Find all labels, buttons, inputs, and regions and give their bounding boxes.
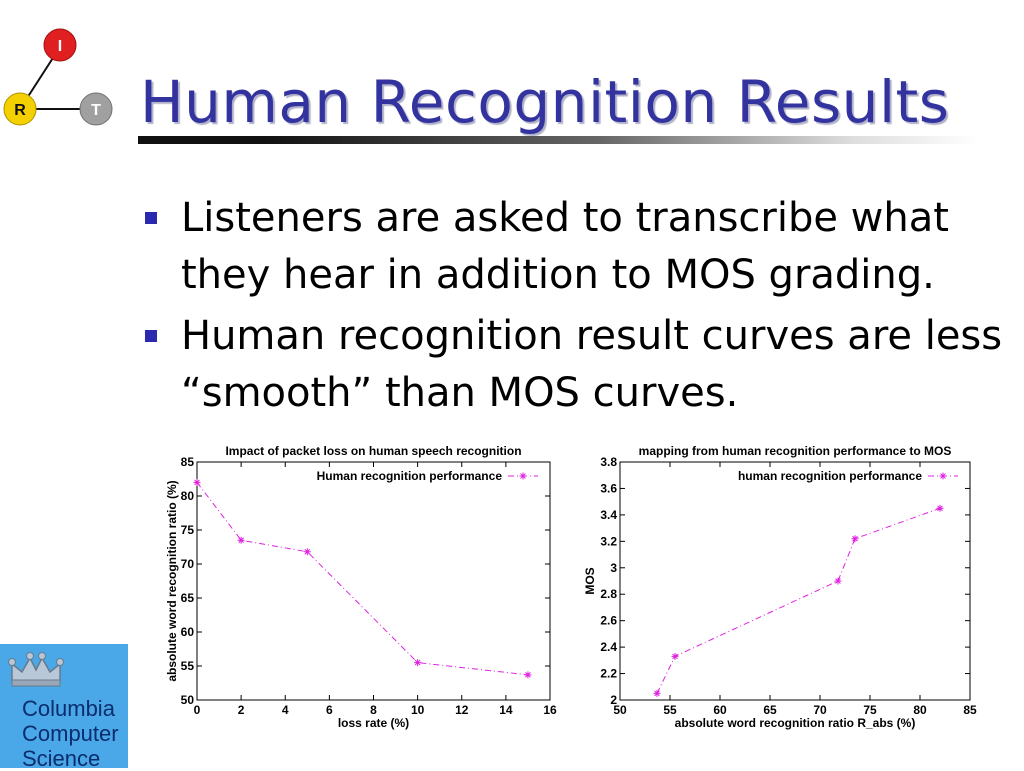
- x-tick-label: 12: [455, 703, 469, 717]
- columbia-line: Science: [22, 746, 101, 771]
- y-tick-label: 2.6: [600, 614, 617, 628]
- mos-mapping-chart: mapping from human recognition performan…: [583, 444, 977, 730]
- y-tick-label: 2.4: [600, 640, 617, 654]
- data-point: [936, 504, 944, 512]
- y-tick-label: 3.4: [600, 508, 617, 522]
- data-point: [653, 689, 661, 697]
- y-tick-label: 70: [181, 557, 195, 571]
- bullet-text: Human recognition result curves are less…: [181, 313, 1003, 416]
- x-tick-label: 55: [663, 703, 677, 717]
- x-tick-label: 16: [543, 703, 557, 717]
- bullet-list: Listeners are asked to transcribe what t…: [145, 190, 1005, 426]
- logo-node-t: [79, 92, 113, 126]
- data-point: [414, 659, 422, 667]
- y-tick-label: 3.2: [600, 534, 617, 548]
- y-tick-label: 3.6: [600, 481, 617, 495]
- x-tick-label: 0: [194, 703, 201, 717]
- series-line: [196, 482, 528, 676]
- y-tick-label: 2: [610, 693, 617, 707]
- bullet-item: Listeners are asked to transcribe what t…: [145, 190, 1005, 304]
- bullet-square-icon: [145, 212, 157, 224]
- plot-frame: [619, 461, 971, 701]
- bullet-square-icon: [145, 330, 157, 342]
- y-tick-label: 65: [181, 591, 195, 605]
- x-axis-label: absolute word recognition ratio R_abs (%…: [675, 716, 916, 730]
- data-point: [851, 535, 859, 543]
- chart-title: Impact of packet loss on human speech re…: [225, 444, 521, 458]
- y-tick-label: 60: [181, 625, 195, 639]
- x-tick-label: 85: [963, 703, 977, 717]
- x-tick-label: 65: [763, 703, 777, 717]
- legend-label: human recognition performance: [738, 469, 922, 483]
- x-tick-label: 70: [813, 703, 827, 717]
- x-tick-label: 80: [913, 703, 927, 717]
- x-tick-label: 2: [238, 703, 245, 717]
- y-tick-label: 2.2: [600, 667, 617, 681]
- data-point: [939, 472, 947, 480]
- title-underline: [138, 136, 978, 144]
- irt-logo: I R T: [3, 28, 113, 126]
- columbia-line: Computer: [22, 721, 119, 746]
- plot-frame: [196, 461, 551, 701]
- y-tick-label: 2.8: [600, 587, 617, 601]
- legend-label: Human recognition performance: [317, 469, 503, 483]
- x-tick-label: 6: [326, 703, 333, 717]
- data-point: [834, 577, 842, 585]
- data-point: [671, 652, 679, 660]
- y-tick-label: 75: [181, 523, 195, 537]
- x-tick-label: 4: [282, 703, 289, 717]
- bullet-item: Human recognition result curves are less…: [145, 308, 1005, 422]
- x-tick-label: 14: [499, 703, 513, 717]
- y-tick-label: 80: [181, 489, 195, 503]
- logo-node-t-label: T: [91, 102, 101, 119]
- logo-node-i-label: I: [58, 38, 62, 55]
- x-tick-label: 75: [863, 703, 877, 717]
- x-tick-label: 50: [613, 703, 627, 717]
- chart-title: mapping from human recognition performan…: [639, 444, 952, 458]
- logo-node-i: [43, 28, 77, 62]
- y-tick-label: 3: [610, 561, 617, 575]
- data-point: [237, 536, 245, 544]
- y-tick-label: 55: [181, 659, 195, 673]
- columbia-logo: Columbia Computer Science: [0, 644, 128, 771]
- x-axis-label: loss rate (%): [338, 716, 409, 730]
- x-tick-label: 10: [411, 703, 425, 717]
- columbia-line: Columbia: [22, 696, 115, 721]
- data-point: [193, 478, 201, 486]
- crown-icon: [8, 652, 64, 687]
- data-point: [519, 472, 527, 480]
- slide-title: Human Recognition Results: [140, 68, 950, 136]
- y-tick-label: 85: [181, 455, 195, 469]
- series-line: [656, 507, 941, 694]
- y-axis-label: absolute word recognition ratio (%): [165, 480, 179, 681]
- packet-loss-chart: Impact of packet loss on human speech re…: [165, 444, 557, 730]
- x-tick-label: 60: [713, 703, 727, 717]
- data-point: [524, 671, 532, 679]
- x-tick-label: 8: [370, 703, 377, 717]
- bullet-text: Listeners are asked to transcribe what t…: [181, 195, 949, 298]
- logo-node-r-label: R: [14, 102, 26, 119]
- data-point: [303, 548, 311, 556]
- y-axis-label: MOS: [583, 567, 597, 594]
- y-tick-label: 3.8: [600, 455, 617, 469]
- y-tick-label: 50: [181, 693, 195, 707]
- logo-node-r: [3, 92, 37, 126]
